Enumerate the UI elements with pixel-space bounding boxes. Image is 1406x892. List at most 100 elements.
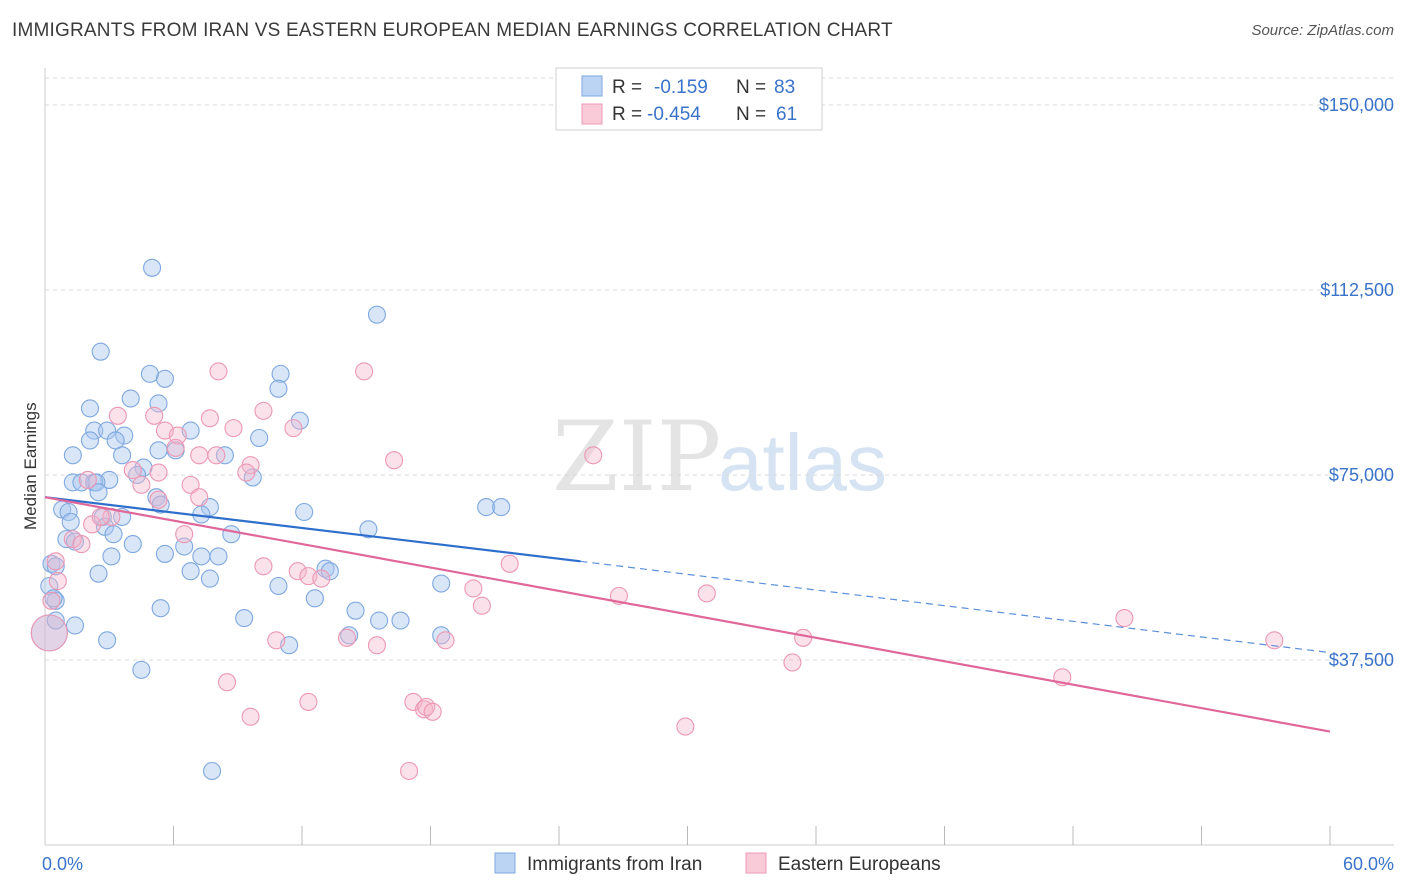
bottom-legend-swatch-iran [494,852,516,874]
point-iran [391,611,410,630]
legend-swatch-eastern [581,103,603,125]
point-eastern [385,451,404,470]
legend-n-value-eastern: 61 [776,104,797,125]
chart-source: Source: ZipAtlas.com [1251,22,1394,39]
point-iran [140,364,159,383]
point-eastern [175,525,194,544]
point-eastern [91,507,110,526]
point-eastern [254,401,273,420]
grid-lines [45,77,1394,661]
point-iran [269,576,288,596]
point-iran [295,502,314,522]
point-iran [235,609,254,628]
x-tick-label: 60.0% [1343,854,1394,874]
point-iran [370,611,389,630]
point-eastern [367,636,387,655]
point-eastern [149,463,168,482]
point-iran [65,616,85,635]
point-iran [98,631,117,650]
point-eastern [224,419,243,438]
bottom-legend-label-iran: Immigrants from Iran [527,854,702,875]
point-eastern [284,419,303,438]
point-iran [91,342,110,361]
point-eastern [217,673,237,692]
point-iran [123,535,142,554]
point-eastern [697,584,716,603]
point-eastern [190,488,209,507]
point-eastern [464,579,483,598]
point-iran [151,599,170,618]
point-eastern [1115,609,1134,628]
trend-lines [44,496,1331,733]
y-tick-label: $75,000 [1329,465,1394,485]
trend-line-iran [44,496,581,563]
point-iran [46,611,65,630]
point-eastern [355,362,374,381]
point-eastern [299,692,318,711]
point-eastern [436,631,455,650]
x-tick-labels: 0.0% 60.0% [42,854,1394,874]
point-iran [203,761,222,781]
legend-swatch-iran [581,75,603,97]
point-iran [175,537,194,556]
point-iran [121,389,140,408]
point-eastern [400,761,419,781]
point-eastern [46,552,65,571]
point-eastern [794,628,813,647]
point-eastern [288,562,307,581]
point-eastern [42,591,61,610]
point-iran [271,364,290,383]
point-iran [432,574,451,593]
legend-n-value-iran: 83 [774,77,795,98]
point-iran [46,557,65,576]
watermark-zip: ZIP [552,401,721,513]
point-iran [113,446,132,465]
point-eastern [200,409,219,428]
bottom-legend-label-eastern: Eastern Europeans [778,854,941,875]
y-tick-labels: $37,500 $75,000 $112,500 $150,000 [1319,95,1394,670]
y-axis-label: Median Earnings [21,402,40,530]
point-eastern [48,572,67,591]
point-iran [477,498,496,517]
point-eastern [254,557,273,576]
point-eastern [312,569,331,588]
point-eastern [500,554,519,573]
watermark-atlas: atlas [718,418,887,507]
point-eastern [63,530,82,549]
top-legend: R = -0.159 N = 83 R = -0.454 N = 61 [555,67,823,131]
point-iran [149,441,168,460]
point-eastern [1265,631,1284,650]
point-eastern [584,446,603,465]
series-eastern-points [30,362,1284,781]
point-iran [200,569,219,588]
point-iran [44,589,63,608]
point-eastern [472,596,491,615]
point-iran [290,411,309,430]
point-eastern [190,446,209,465]
legend-r-value-eastern: -0.454 [647,104,701,125]
point-iran [80,399,100,418]
legend-n-label-eastern: N = [736,104,766,125]
point-eastern [149,490,168,509]
trend-line-iran-extension [580,560,1331,654]
point-iran [359,520,378,539]
point-eastern [241,707,260,726]
point-iran [80,431,100,450]
bottom-legend-swatch-eastern [745,852,767,874]
point-eastern [423,702,442,721]
point-iran [46,591,65,610]
point-iran [85,421,104,440]
legend-r-value-iran: -0.159 [654,77,708,98]
y-tick-label: $37,500 [1329,650,1394,670]
series-iran-points [30,258,511,781]
bottom-legend: Immigrants from Iran Eastern Europeans [494,852,941,875]
point-eastern [237,463,256,482]
point-iran [192,547,211,566]
point-eastern [30,614,68,652]
point-iran [104,525,123,544]
point-iran [492,498,511,517]
point-eastern [145,406,164,425]
y-tick-label: $150,000 [1319,95,1394,115]
point-iran [102,547,121,566]
